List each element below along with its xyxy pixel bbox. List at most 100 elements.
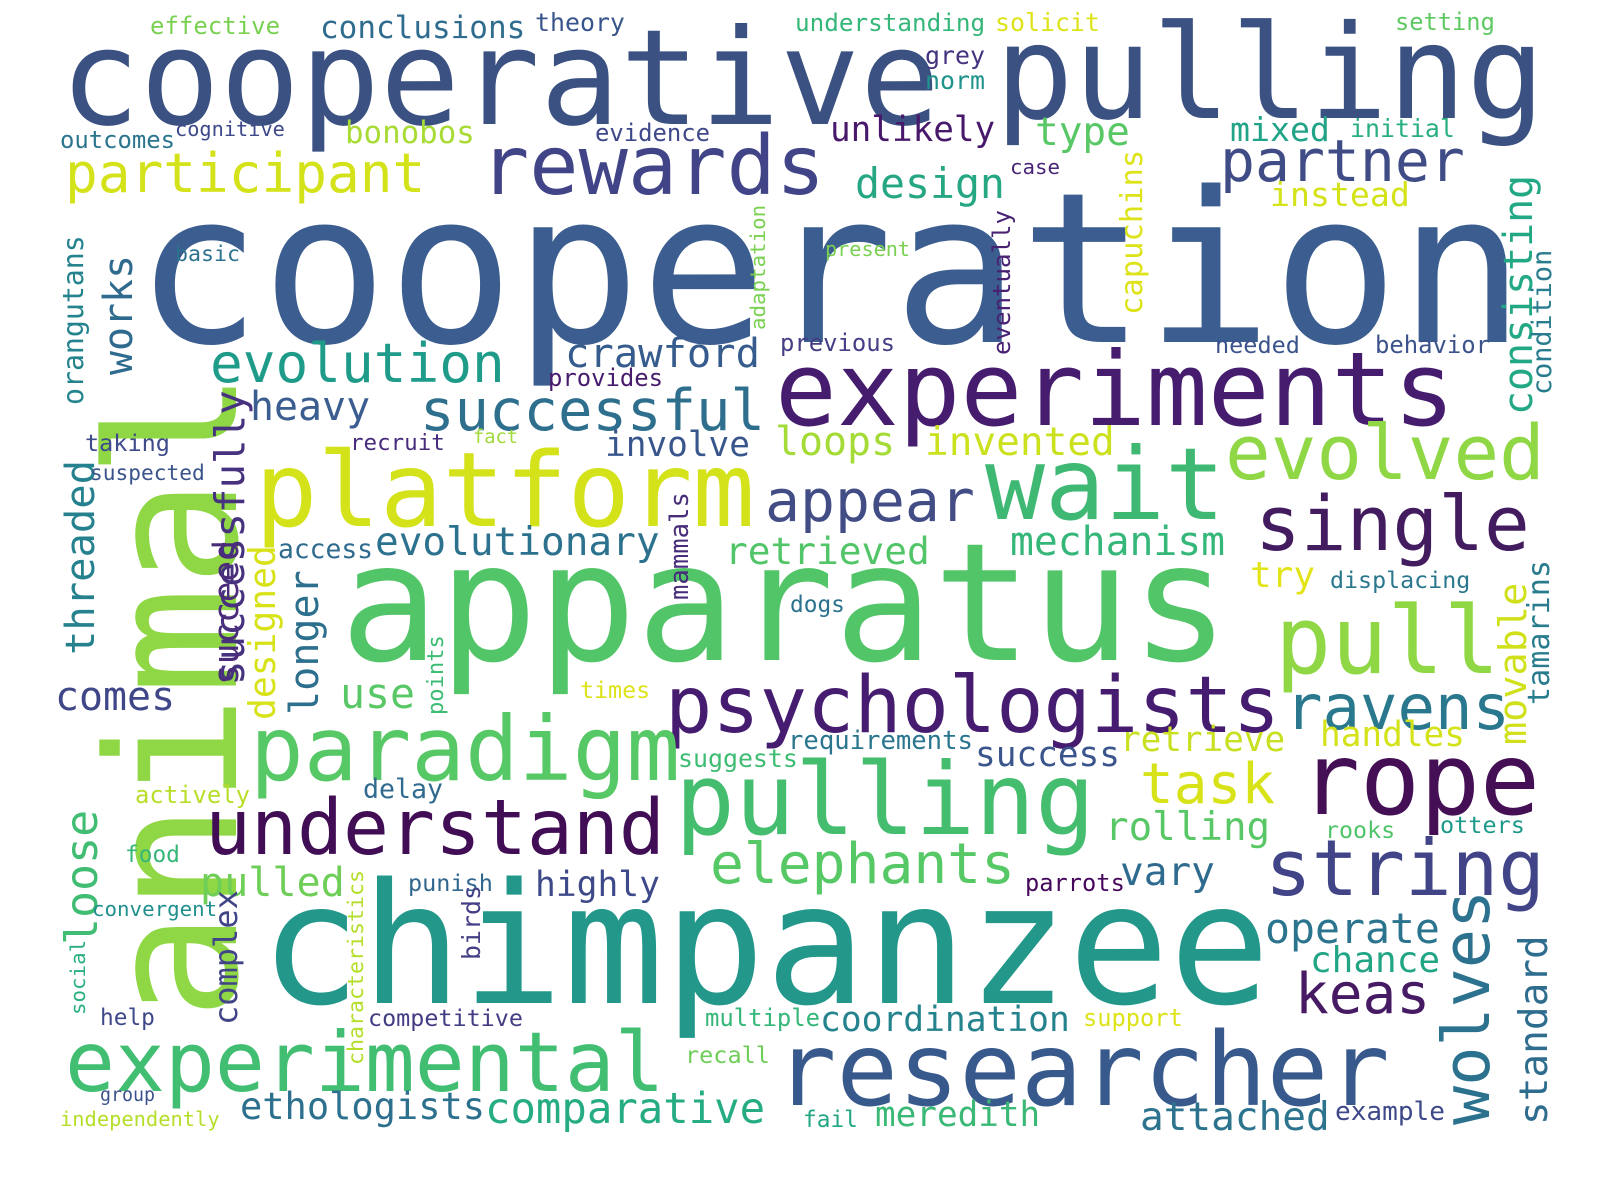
word-cloud-term: evidence (595, 118, 711, 147)
word-cloud-term: convergent (92, 896, 218, 921)
word-cloud-term: characteristics (344, 869, 369, 1065)
word-cloud-term: single (1255, 479, 1530, 569)
word-cloud-term: initial (1350, 113, 1455, 143)
word-cloud-term: involve (605, 425, 750, 466)
word-cloud-term: pulled (200, 859, 345, 906)
word-cloud-term: heavy (250, 384, 371, 430)
word-cloud-term: help (100, 1004, 155, 1031)
word-cloud-term: standard (1511, 935, 1557, 1125)
word-cloud-term: invented (925, 419, 1115, 466)
word-cloud-term: experimental (65, 1013, 665, 1111)
word-cloud-term: case (1010, 154, 1061, 179)
word-cloud-term: points (423, 635, 449, 715)
word-cloud-term: understand (205, 784, 665, 874)
word-cloud-term: unlikely (830, 110, 996, 151)
word-cloud-term: needed (1215, 330, 1300, 359)
word-cloud-term: elephants (710, 832, 1016, 898)
word-cloud-term: design (855, 158, 1005, 208)
word-cloud-term: cooperative (60, 2, 940, 157)
word-cloud-term: solicit (995, 7, 1100, 37)
word-cloud-term: otters (1440, 810, 1525, 839)
word-cloud-term: keas (1295, 962, 1431, 1028)
word-cloud-term: participant (65, 142, 426, 206)
word-cloud-term: punish (408, 868, 493, 897)
word-cloud-term: times (580, 676, 651, 704)
word-cloud-term: chimpanzee (260, 846, 1271, 1043)
word-cloud-term: group (100, 1085, 156, 1107)
word-cloud-term: independently (60, 1106, 220, 1131)
word-cloud-term: conclusions (320, 10, 526, 47)
word-cloud-term: partner (1220, 127, 1465, 196)
word-cloud-term: succeed (207, 540, 247, 685)
word-cloud-term: chance (1310, 940, 1441, 982)
word-cloud-term: type (1035, 109, 1130, 156)
word-cloud-term: coordination (820, 1000, 1070, 1041)
word-cloud-term: parrots (1025, 868, 1125, 897)
word-cloud-term: basic (175, 241, 241, 267)
word-cloud-term: instead (1270, 175, 1410, 215)
word-cloud-term: apparatus (340, 507, 1230, 699)
word-cloud-term: effective (150, 11, 281, 40)
word-cloud-term: pulling (995, 0, 1545, 150)
word-cloud-term: understanding (795, 7, 986, 37)
word-cloud-term: recall (685, 1040, 770, 1069)
word-cloud-term: actively (135, 780, 251, 809)
word-cloud-term: threaded (56, 459, 104, 655)
word-cloud-term: rooks (1325, 816, 1396, 844)
word-cloud-term: bonobos (345, 115, 475, 152)
word-cloud-term: example (1335, 1096, 1445, 1127)
word-cloud-term: behavior (1375, 330, 1491, 359)
word-cloud-term: mixed (1230, 110, 1330, 150)
word-cloud-term: paradigm (250, 697, 681, 802)
word-cloud-term: works (96, 254, 142, 375)
word-cloud-term: try (1250, 555, 1316, 597)
word-cloud-term: ethologists (240, 1085, 486, 1129)
word-cloud-term: task (1140, 752, 1276, 818)
word-cloud-term: success (975, 735, 1120, 776)
word-cloud-term: mammals (665, 492, 695, 600)
word-cloud-term: displacing (1330, 566, 1471, 594)
word-cloud-term: researcher (775, 1010, 1390, 1130)
word-cloud-term: taking (85, 428, 170, 457)
word-cloud-term: setting (1395, 7, 1495, 36)
word-cloud-term: successful (420, 377, 765, 445)
word-cloud-term: evolved (1225, 409, 1545, 498)
word-cloud-term: pull (1275, 587, 1500, 697)
word-cloud-term: operate (1265, 903, 1440, 953)
word-cloud-term: longer (282, 570, 328, 715)
word-cloud-term: rewards (480, 118, 826, 214)
word-cloud-term: competitive (368, 1003, 523, 1032)
word-cloud-term: platform (255, 430, 755, 551)
word-cloud-term: outcomes (60, 125, 176, 154)
word-cloud-term: recruit (350, 429, 445, 456)
word-cloud-term: handles (1320, 715, 1465, 756)
word-cloud-term: cooperation (135, 146, 1526, 392)
word-cloud-term: wait (985, 426, 1226, 544)
word-cloud-term: use (340, 668, 415, 718)
word-cloud-term: loose (55, 809, 108, 945)
word-cloud-term: experiments (775, 330, 1456, 450)
word-cloud-term: food (125, 841, 180, 868)
word-cloud-term: loops (775, 419, 896, 465)
word-cloud-term: delay (363, 773, 444, 805)
word-cloud-term: designed (241, 545, 284, 720)
word-cloud-term: pulling (675, 741, 1096, 859)
word-cloud-term: attached (1140, 1094, 1330, 1141)
word-cloud-term: orangutans (57, 235, 90, 405)
word-cloud-term: fact (473, 427, 519, 449)
word-cloud-term: cognitive (175, 116, 285, 141)
word-cloud-term: tamarins (1522, 560, 1557, 705)
word-cloud-term: highly (535, 865, 660, 906)
word-cloud-term: retrieve (1120, 720, 1286, 761)
word-cloud-term: rolling (1105, 805, 1271, 851)
word-cloud-term: present (825, 236, 911, 261)
word-cloud-term: evolution (210, 332, 505, 396)
word-cloud-term: comparative (485, 1083, 766, 1133)
word-cloud-term: comes (55, 674, 176, 720)
word-cloud-term: meredith (875, 1095, 1041, 1136)
word-cloud-term: string (1265, 824, 1545, 915)
word-cloud-term: retrieved (725, 529, 930, 574)
word-cloud-term: suspected (90, 459, 205, 485)
word-cloud-term: requirements (788, 725, 973, 756)
